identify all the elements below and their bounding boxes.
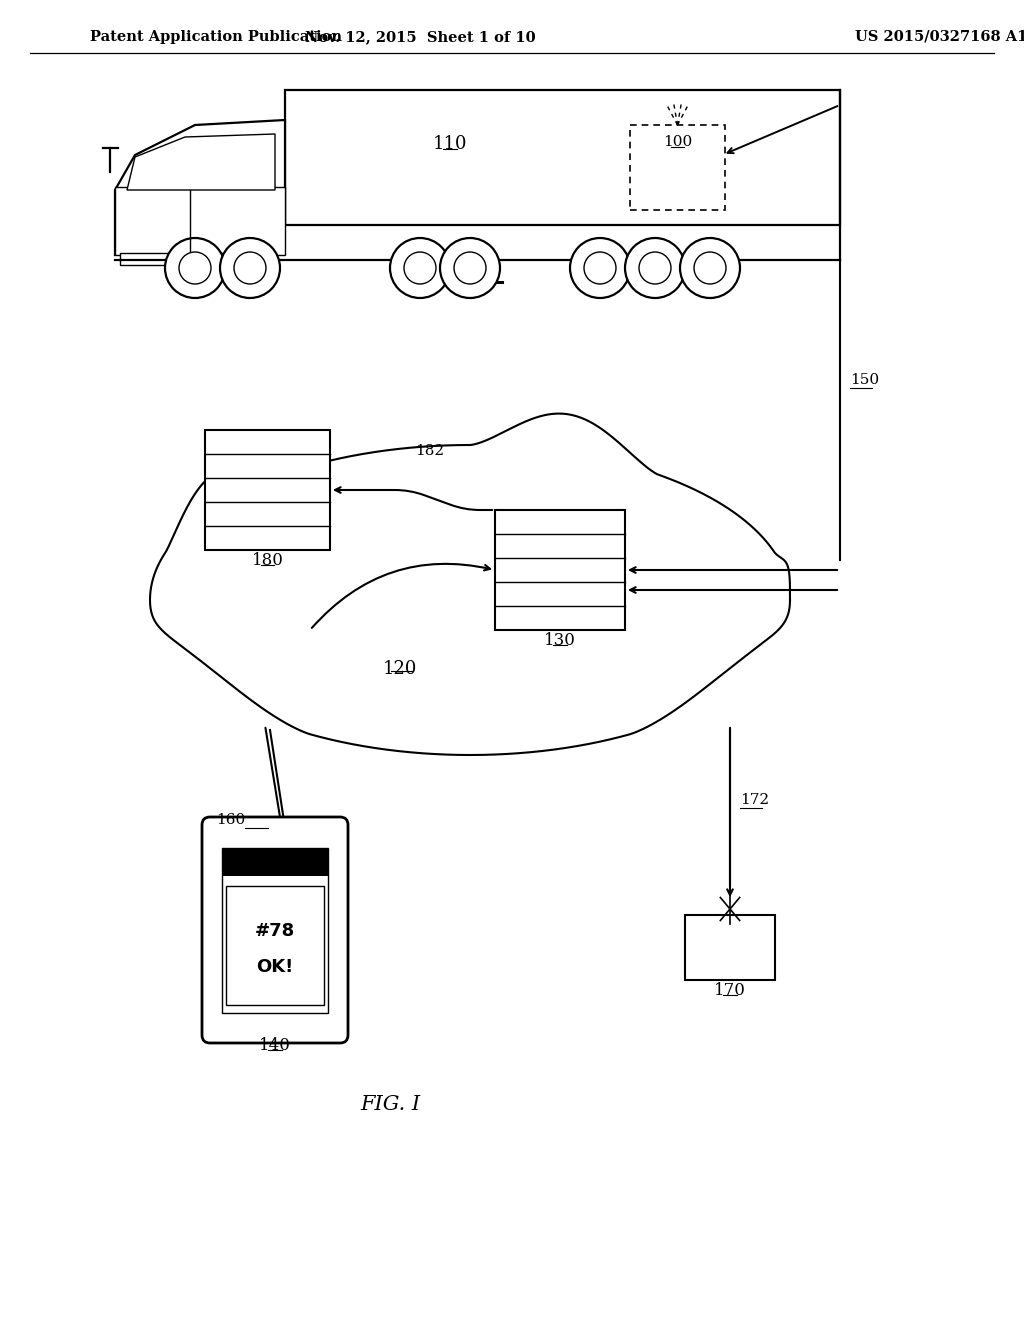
Circle shape — [165, 238, 225, 298]
Circle shape — [440, 238, 500, 298]
Text: 110: 110 — [433, 135, 467, 153]
Text: 140: 140 — [259, 1038, 291, 1053]
Text: 170: 170 — [714, 982, 745, 999]
Polygon shape — [115, 120, 285, 255]
Text: 150: 150 — [850, 374, 880, 387]
Text: Nov. 12, 2015  Sheet 1 of 10: Nov. 12, 2015 Sheet 1 of 10 — [305, 30, 536, 44]
Bar — [685, 915, 775, 979]
Circle shape — [584, 252, 616, 284]
Circle shape — [179, 252, 211, 284]
Text: 172: 172 — [740, 793, 769, 807]
Circle shape — [404, 252, 436, 284]
Circle shape — [220, 238, 280, 298]
Bar — [120, 253, 275, 265]
Bar — [226, 886, 324, 1005]
Text: 180: 180 — [252, 552, 284, 569]
Circle shape — [625, 238, 685, 298]
Polygon shape — [127, 135, 275, 190]
Circle shape — [234, 252, 266, 284]
Bar — [222, 847, 328, 876]
Text: #78: #78 — [255, 923, 295, 940]
Circle shape — [639, 252, 671, 284]
FancyBboxPatch shape — [202, 817, 348, 1043]
Text: 100: 100 — [663, 135, 692, 149]
Text: Patent Application Publication: Patent Application Publication — [90, 30, 342, 44]
Polygon shape — [150, 413, 790, 755]
Circle shape — [570, 238, 630, 298]
Circle shape — [694, 252, 726, 284]
Bar — [285, 90, 840, 224]
Bar — [205, 430, 330, 550]
Text: 120: 120 — [383, 660, 417, 678]
Text: OK!: OK! — [256, 958, 294, 975]
Text: FIG. I: FIG. I — [360, 1096, 420, 1114]
Text: US 2015/0327168 A1: US 2015/0327168 A1 — [855, 30, 1024, 44]
Text: 130: 130 — [544, 632, 575, 649]
Circle shape — [390, 238, 450, 298]
Bar — [222, 847, 328, 1012]
Circle shape — [680, 238, 740, 298]
Bar — [630, 125, 725, 210]
Circle shape — [454, 252, 486, 284]
Bar — [495, 510, 625, 630]
Text: 182: 182 — [416, 444, 444, 458]
Text: 160: 160 — [216, 813, 245, 828]
Bar — [115, 187, 285, 255]
